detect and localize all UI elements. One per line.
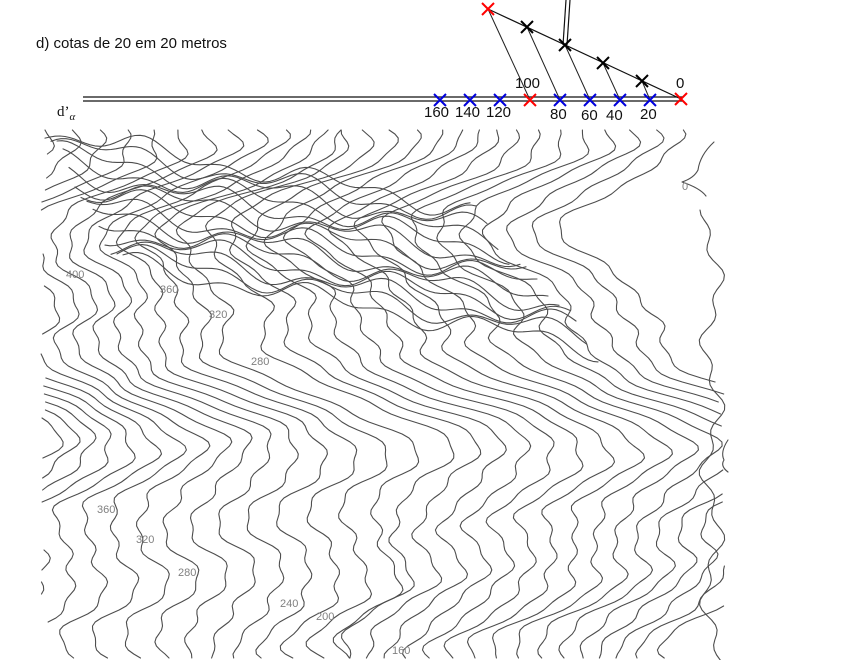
scale-label-140: 140 bbox=[455, 104, 480, 121]
contour-line bbox=[86, 198, 538, 280]
scale-label-160: 160 bbox=[424, 104, 449, 121]
plane-trace-label: d’α bbox=[57, 104, 76, 123]
contour-line bbox=[56, 140, 488, 225]
contour-line bbox=[110, 241, 577, 324]
contour-line bbox=[80, 189, 527, 270]
contour-line bbox=[74, 185, 521, 268]
contour-line bbox=[98, 129, 299, 659]
contour-line bbox=[205, 129, 455, 659]
contour-line bbox=[154, 129, 388, 659]
contour-line bbox=[229, 129, 482, 659]
contour-label: 400 bbox=[66, 269, 84, 281]
contour-label: 320 bbox=[209, 309, 227, 321]
trace-label-subscript: α bbox=[69, 111, 76, 123]
contour-label: 0 bbox=[682, 181, 688, 193]
contour-label: 240 bbox=[280, 598, 298, 610]
contour-line bbox=[40, 129, 211, 659]
contour-line bbox=[50, 138, 477, 220]
trace-label-main: d’ bbox=[57, 104, 70, 120]
contour-line bbox=[115, 129, 328, 659]
contour-line bbox=[436, 129, 723, 659]
contour-line bbox=[722, 439, 729, 473]
contour-label: 280 bbox=[178, 567, 196, 579]
contour-line bbox=[40, 129, 112, 595]
contour-line bbox=[531, 129, 725, 659]
contour-line bbox=[68, 166, 510, 265]
contour-line bbox=[40, 129, 187, 659]
graduation-line bbox=[487, 8, 682, 100]
contour-label: 360 bbox=[160, 284, 178, 296]
vertical-projector bbox=[562, 0, 571, 46]
projection-lines bbox=[487, 8, 651, 101]
contour-line bbox=[381, 129, 673, 659]
blue-marks bbox=[433, 93, 657, 107]
contour-line bbox=[681, 141, 715, 197]
scale-label-20: 20 bbox=[640, 106, 657, 123]
contour-line bbox=[282, 129, 555, 659]
contour-line bbox=[458, 129, 724, 659]
contour-line bbox=[122, 252, 599, 363]
contour-line bbox=[245, 129, 507, 659]
scale-label-40: 40 bbox=[606, 107, 623, 124]
contour-line bbox=[42, 401, 97, 491]
scale-label-60: 60 bbox=[581, 107, 598, 124]
contour-line bbox=[83, 129, 272, 659]
contour-line bbox=[506, 129, 723, 659]
contour-line bbox=[98, 225, 560, 311]
scale-label-0: 0 bbox=[676, 75, 684, 92]
contour-line bbox=[327, 129, 616, 659]
contour-map bbox=[40, 129, 729, 660]
contour-label: 160 bbox=[392, 645, 410, 657]
contour-line bbox=[92, 208, 549, 297]
contour-line bbox=[50, 129, 233, 659]
contour-line bbox=[410, 129, 699, 659]
scale-label-100: 100 bbox=[515, 75, 540, 92]
contour-line bbox=[175, 129, 420, 659]
contour-line bbox=[104, 239, 571, 320]
red-marks bbox=[481, 2, 688, 107]
contour-line bbox=[69, 129, 253, 659]
contour-line bbox=[698, 209, 726, 660]
contour-line bbox=[41, 417, 64, 459]
reference-line bbox=[83, 96, 683, 102]
contour-line bbox=[116, 244, 588, 345]
contour-line bbox=[42, 409, 81, 479]
contour-label: 360 bbox=[97, 504, 115, 516]
contour-line bbox=[44, 134, 471, 216]
contour-label: 320 bbox=[136, 534, 154, 546]
contour-line bbox=[559, 129, 725, 659]
contour-line bbox=[44, 129, 163, 659]
scale-label-80: 80 bbox=[550, 106, 567, 123]
contour-label: 280 bbox=[251, 356, 269, 368]
contour-line bbox=[62, 148, 499, 250]
contour-label: 200 bbox=[316, 611, 334, 623]
contour-line bbox=[481, 129, 723, 659]
black-marks bbox=[520, 20, 649, 88]
exercise-title: d) cotas de 20 em 20 metros bbox=[36, 35, 227, 52]
scale-label-120: 120 bbox=[486, 104, 511, 121]
contour-line bbox=[134, 129, 358, 659]
